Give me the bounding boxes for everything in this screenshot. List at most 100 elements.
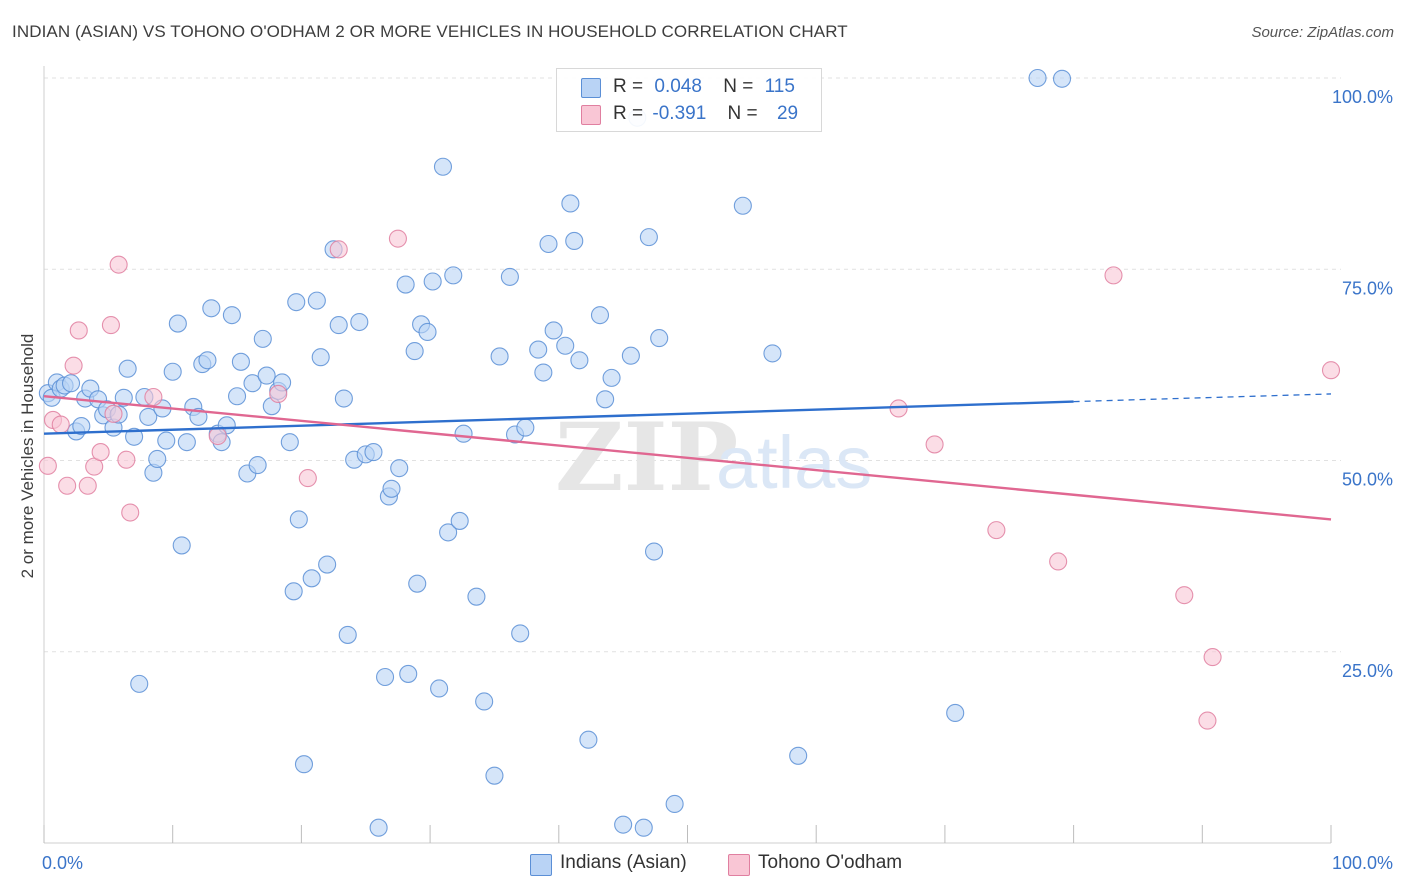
watermark: ZIP atlas (555, 403, 872, 513)
indians-point (444, 266, 463, 285)
tohono-point (388, 229, 407, 248)
indians-point (364, 443, 383, 462)
tohono-point (58, 476, 77, 495)
tohono-point (1175, 586, 1194, 605)
tohono-point (1203, 648, 1222, 667)
indians-trend-line (43, 400, 1074, 435)
indians-point (500, 267, 519, 286)
indians-point (399, 664, 418, 683)
indians-point (202, 299, 221, 318)
indians-point (157, 431, 176, 450)
indians-point (450, 511, 469, 530)
indians-point (118, 359, 137, 378)
indians-point (789, 746, 808, 765)
indians-point (423, 272, 442, 291)
indians-point (570, 351, 589, 370)
indians-point (228, 387, 247, 406)
watermark-zip: ZIP (555, 403, 738, 513)
legend-text-indians: R = 0.048 N = 115 (613, 76, 795, 98)
n-value-tohono: 29 (776, 103, 799, 124)
tick-labels: 25.0% 50.0% 75.0% 100.0% 0.0% 100.0% (42, 87, 1393, 873)
indians-point (408, 574, 427, 593)
tohono-point (104, 404, 123, 423)
indians-point (114, 388, 133, 407)
indians-point (390, 459, 409, 478)
indians-point (561, 194, 580, 213)
indians-point (1028, 68, 1047, 88)
tohono-point (1104, 266, 1123, 285)
legend-label-indians: Indians (Asian) (560, 852, 687, 873)
indians-point (946, 703, 965, 723)
tohono-point (925, 435, 944, 454)
indians-point (529, 340, 548, 359)
tohono-point (208, 426, 227, 446)
indians-point (590, 306, 610, 325)
indians-point (318, 555, 337, 574)
indians-point (539, 234, 558, 254)
source-credit: Source: ZipAtlas.com (1251, 24, 1394, 41)
indians-point (634, 818, 653, 837)
indians-point (433, 157, 453, 176)
indians-point (382, 479, 401, 498)
indians-point (163, 362, 182, 381)
indians-point (579, 730, 598, 749)
indians-point (369, 818, 388, 837)
indians-point (439, 523, 458, 542)
indians-point (602, 368, 621, 387)
indians-point (139, 407, 158, 426)
indians-point (665, 794, 684, 814)
tohono-point (329, 240, 348, 259)
indians-point (72, 417, 91, 436)
indians-point (511, 624, 530, 643)
correlation-legend: R = 0.048 N = 115 R = -0.391 N = 29 (556, 68, 822, 132)
indians-point (516, 418, 535, 437)
tohono-point (69, 321, 88, 340)
legend-text-tohono: R = -0.391 N = 29 (613, 103, 798, 125)
tohono-point (889, 399, 908, 418)
indians-point (405, 342, 424, 361)
tohono-points (38, 229, 1341, 730)
indians-point (231, 352, 250, 371)
indians-point (198, 351, 217, 370)
tohono-point (101, 316, 120, 335)
indians-point (189, 407, 208, 426)
r-value-indians: 0.048 (654, 76, 702, 97)
indians-point (467, 587, 486, 606)
indians-point (534, 363, 553, 382)
tohono-point (78, 476, 97, 495)
y-tick-label: 75.0% (1342, 278, 1393, 298)
indians-point (307, 291, 326, 310)
tohono-trend-line (43, 395, 1332, 521)
tohono-point (1198, 711, 1217, 730)
indians-point (596, 390, 615, 409)
tohono-legend-swatch (728, 854, 750, 876)
tohono-point (144, 387, 163, 407)
indians-point (284, 582, 303, 601)
indians-point (243, 374, 262, 393)
indians-point (172, 536, 191, 555)
indians-point (257, 366, 276, 385)
indians-point (621, 346, 640, 365)
indians-point (1052, 69, 1072, 88)
tohono-swatch (581, 105, 601, 125)
tohono-point (1049, 552, 1068, 571)
tohono-point (91, 443, 110, 462)
indians-point (125, 427, 144, 446)
legend-label-tohono: Tohono O'odham (758, 852, 903, 873)
indians-point (490, 347, 509, 366)
tohono-point (987, 521, 1006, 540)
tohono-point (51, 415, 70, 434)
indians-point (177, 433, 196, 452)
y-tick-label: 100.0% (1332, 87, 1393, 107)
indians-point (61, 374, 81, 393)
indians-points (38, 68, 1072, 837)
indians-trend-extension (1073, 393, 1332, 403)
y-tick-label: 50.0% (1342, 470, 1393, 490)
indians-point (418, 322, 437, 342)
indians-point (329, 316, 348, 335)
tohono-point (269, 384, 288, 403)
indians-point (430, 679, 449, 698)
tohono-point (1321, 361, 1341, 380)
indians-point (650, 329, 669, 348)
indians-point (485, 766, 504, 785)
